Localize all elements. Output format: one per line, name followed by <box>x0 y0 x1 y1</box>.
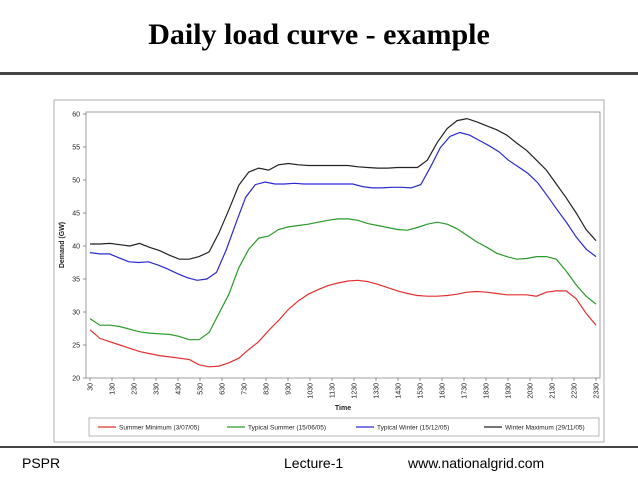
y-tick-label: 60 <box>72 112 80 119</box>
chart-frame <box>53 99 605 443</box>
slide-title: Daily load curve - example <box>148 18 490 51</box>
y-tick-label: 35 <box>72 277 80 284</box>
y-tick-label: 40 <box>72 244 80 251</box>
legend: Summer Minimum (3/07/05) Typical Summer (… <box>98 425 585 432</box>
x-tick-label: 1830 <box>484 383 491 399</box>
x-tick-label: 1930 <box>506 383 513 399</box>
legend-label-2: Typical Winter (15/12/05) <box>377 425 449 432</box>
x-tick-label: 130 <box>110 383 117 395</box>
x-tick-label: 1530 <box>418 383 425 399</box>
x-tick-label: 1130 <box>330 383 337 398</box>
y-tick-label: 30 <box>72 310 80 317</box>
legend-label-0: Summer Minimum (3/07/05) <box>119 425 200 432</box>
series-line-0 <box>89 279 597 368</box>
x-tick-label: 230 <box>132 383 139 395</box>
x-tick-label: 2130 <box>550 383 557 399</box>
y-axis-label: Demand (GW) <box>59 222 66 268</box>
y-tick-label: 55 <box>72 145 80 152</box>
x-tick-label: 30 <box>88 383 95 391</box>
y-tick-label: 20 <box>72 376 80 383</box>
legend-box <box>88 417 600 437</box>
footer-course: PSPR <box>22 455 61 471</box>
series-line-3 <box>90 117 597 260</box>
x-tick-label: 1030 <box>308 383 315 399</box>
x-tick-label: 1230 <box>352 383 359 399</box>
x-axis: 30 130 230 330 430 530 630 730 830 930 1030 1130 123… <box>88 378 601 399</box>
legend-label-1: Typical Summer (15/06/05) <box>248 425 326 432</box>
y-tick-label: 25 <box>72 343 80 350</box>
series-group <box>89 117 597 368</box>
y-tick-label: 45 <box>72 211 80 218</box>
x-tick-label: 1330 <box>374 383 381 399</box>
x-tick-label: 2230 <box>572 383 579 399</box>
series-line-2 <box>89 131 597 281</box>
x-axis-label: Time <box>335 405 351 412</box>
x-tick-label: 530 <box>198 383 205 395</box>
footer-lecture: Lecture-1 <box>284 455 344 471</box>
x-tick-label: 1730 <box>462 383 469 399</box>
x-tick-label: 830 <box>264 383 271 395</box>
x-tick-label: 330 <box>154 383 161 395</box>
x-tick-label: 430 <box>176 383 183 395</box>
x-tick-label: 730 <box>242 383 249 395</box>
load-curve-chart: 20 25 30 35 40 45 50 55 60 30 130 230 330 430 530 630 7… <box>53 99 605 443</box>
x-tick-label: 1630 <box>440 383 447 399</box>
plot-area <box>85 111 601 379</box>
y-axis: 20 25 30 35 40 45 50 55 60 <box>72 112 86 383</box>
series-line-1 <box>89 218 597 341</box>
footer-website: www.nationalgrid.com <box>408 455 545 471</box>
x-tick-label: 630 <box>220 383 227 395</box>
x-tick-label: 2330 <box>594 383 601 399</box>
x-tick-label: 2030 <box>528 383 535 399</box>
y-tick-label: 50 <box>72 178 80 185</box>
x-tick-label: 930 <box>286 383 293 395</box>
title-divider <box>0 72 638 75</box>
x-tick-label: 1430 <box>396 383 403 399</box>
footer-divider <box>0 446 638 448</box>
legend-label-3: Winter Maximum (29/11/05) <box>505 425 585 432</box>
